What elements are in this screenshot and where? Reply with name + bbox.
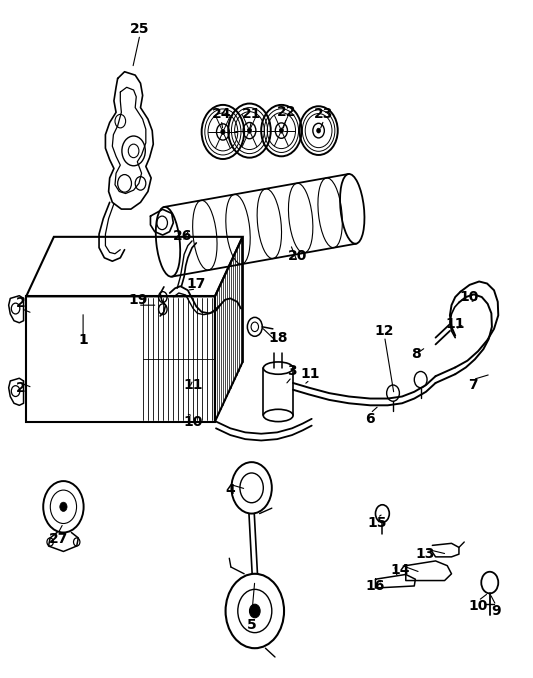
- Text: 24: 24: [212, 107, 231, 121]
- Circle shape: [221, 129, 225, 135]
- Text: 27: 27: [49, 532, 68, 546]
- Text: 16: 16: [366, 579, 385, 593]
- Text: 20: 20: [288, 250, 307, 264]
- Text: 14: 14: [391, 563, 410, 578]
- Text: 18: 18: [269, 331, 288, 344]
- Circle shape: [247, 128, 252, 134]
- Text: 6: 6: [365, 412, 375, 426]
- Text: 10: 10: [183, 414, 203, 428]
- Text: 19: 19: [128, 293, 148, 306]
- Circle shape: [317, 128, 320, 133]
- Text: 2: 2: [16, 382, 26, 395]
- Text: 13: 13: [415, 547, 434, 561]
- Text: 2: 2: [16, 296, 26, 310]
- Text: 7: 7: [468, 378, 478, 392]
- Text: 4: 4: [225, 483, 235, 497]
- Text: 22: 22: [277, 105, 296, 119]
- Text: 17: 17: [187, 277, 206, 290]
- Text: 12: 12: [375, 324, 394, 338]
- Text: 3: 3: [287, 365, 297, 378]
- Text: 1: 1: [78, 334, 88, 347]
- Text: 15: 15: [367, 516, 387, 530]
- Text: 5: 5: [247, 618, 256, 631]
- Circle shape: [60, 502, 67, 511]
- Text: 10: 10: [469, 599, 488, 614]
- Text: 8: 8: [411, 347, 421, 361]
- Text: 11: 11: [300, 367, 320, 381]
- Text: 23: 23: [314, 107, 334, 121]
- Text: 11: 11: [446, 317, 465, 331]
- Text: 25: 25: [130, 22, 150, 36]
- Circle shape: [249, 604, 260, 618]
- Text: 10: 10: [460, 290, 479, 304]
- Text: 21: 21: [242, 107, 261, 121]
- Text: 11: 11: [183, 378, 203, 392]
- Circle shape: [279, 128, 284, 133]
- Text: 9: 9: [491, 604, 501, 618]
- Text: 26: 26: [173, 229, 192, 243]
